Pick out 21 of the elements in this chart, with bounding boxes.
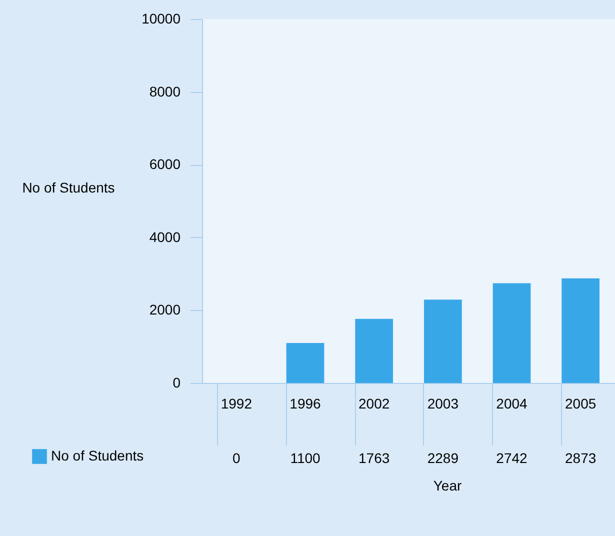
y-tick-label: 6000 [149, 156, 181, 172]
x-axis-title: Year [433, 478, 462, 494]
x-tick-label: 2005 [565, 396, 596, 412]
data-label: 0 [232, 450, 241, 466]
legend-label: No of Students [51, 448, 144, 464]
y-tick-label: 8000 [149, 83, 181, 100]
x-tick-label: 2004 [496, 396, 528, 412]
x-tick-label: 1992 [220, 396, 252, 412]
data-label: 1763 [358, 450, 390, 466]
data-label: 2742 [496, 450, 528, 466]
x-tick-label: 2002 [358, 396, 390, 412]
y-tick-label: 10000 [142, 10, 181, 26]
y-tick-label: 0 [172, 374, 181, 390]
y-tick-label: 2000 [149, 302, 181, 318]
data-label: 2873 [565, 450, 596, 466]
data-label: 2289 [427, 450, 459, 466]
x-tick-label: 1996 [290, 396, 322, 412]
x-tick-label: 2003 [427, 396, 459, 412]
data-label: 1100 [290, 450, 321, 466]
y-axis-title: No of Students [22, 180, 115, 196]
y-tick-label: 4000 [149, 228, 181, 245]
